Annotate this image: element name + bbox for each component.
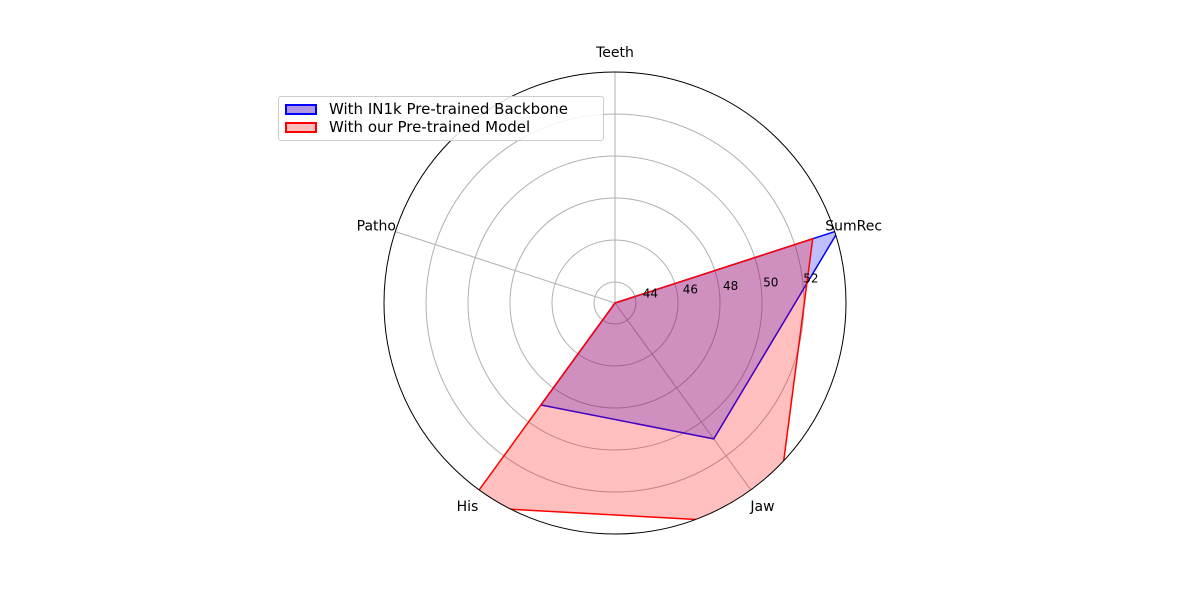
r-tick-label: 48 [723,279,738,293]
r-tick-label: 52 [803,272,818,286]
series-fill-0 [540,230,839,439]
legend-label-in1k: With IN1k Pre-trained Backbone [329,100,569,118]
legend-swatch-in1k [285,103,317,115]
legend: With IN1k Pre-trained Backbone With our … [278,96,604,141]
series-layer [465,228,841,525]
series-fill-1 [466,238,813,524]
legend-item-in1k: With IN1k Pre-trained Backbone [285,100,603,118]
r-tick-label: 44 [643,286,658,300]
labels: Teeth SumRec Jaw His Patho 44 46 48 50 52 [357,45,882,515]
axis-label-his: His [457,499,479,515]
grid-spoke [395,231,616,304]
axis-label-teeth: Teeth [595,45,634,61]
axis-label-patho: Patho [357,218,396,234]
polar-frame [383,71,847,535]
axis-label-sumrec: SumRec [825,218,882,234]
legend-label-ours: With our Pre-trained Model [329,118,531,136]
legend-swatch-ours [285,121,317,133]
r-tick-label: 46 [683,283,698,297]
grid-spoke [614,302,752,491]
axis-label-jaw: Jaw [749,499,774,515]
r-tick-label: 50 [763,275,778,289]
legend-item-ours: With our Pre-trained Model [285,118,603,136]
